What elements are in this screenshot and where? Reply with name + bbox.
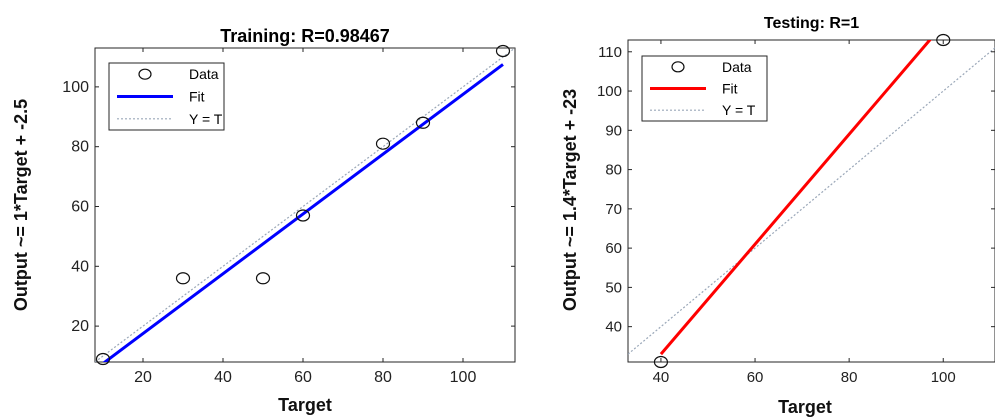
data-point	[653, 355, 669, 369]
y-tick-label: 110	[598, 44, 622, 61]
plot-content	[628, 40, 995, 356]
y-tick-label: 70	[605, 201, 622, 218]
x-tick-label: 40	[653, 369, 670, 386]
x-tick-label: 80	[841, 369, 858, 386]
legend-label: Data	[189, 66, 219, 82]
data-point	[175, 272, 191, 285]
data-point	[375, 137, 391, 150]
x-axis-label: Target	[278, 395, 332, 415]
data-point	[295, 209, 311, 222]
legend-label: Y = T	[189, 111, 223, 127]
data-point	[255, 272, 271, 285]
legend-label: Data	[722, 59, 752, 75]
y-tick-label: 60	[605, 240, 622, 257]
x-tick-label: 60	[747, 369, 764, 386]
y-axis-label: Output ~= 1.4*Target + -23	[560, 89, 580, 311]
y-tick-label: 50	[605, 279, 622, 296]
x-tick-label: 100	[450, 369, 477, 386]
chart-0: 20 40 60 80 100 20 40 60 80 100 Training: R=0.9846…	[11, 26, 516, 415]
chart-1: 40 60 80 100 40 50 60 70 80 90 100 110 Testing: R=1 T…	[560, 15, 995, 417]
legend: Data Fit Y = T	[641, 55, 768, 122]
y-tick-label: 100	[62, 79, 89, 96]
y-tick-label: 40	[605, 319, 622, 336]
legend-data-symbol	[671, 61, 685, 73]
legend: Data Fit Y = T	[108, 62, 225, 131]
data-point	[936, 33, 951, 47]
y-tick-label: 40	[71, 258, 89, 275]
y-axis-label: Output ~= 1*Target + -2.5	[11, 99, 31, 311]
x-tick-label: 40	[214, 369, 232, 386]
y-tick-label: 80	[71, 139, 89, 156]
y-tick-label: 20	[71, 318, 89, 335]
y-tick-label: 100	[597, 83, 622, 100]
y-tick-label: 90	[605, 122, 622, 139]
y-tick-label: 80	[605, 162, 622, 179]
data-point	[495, 44, 511, 58]
identity-line	[95, 48, 515, 362]
x-axis-label: Target	[778, 397, 832, 417]
legend-data-symbol	[138, 68, 152, 80]
chart-title: Testing: R=1	[764, 15, 859, 32]
fit-line	[102, 63, 504, 362]
legend-label: Fit	[189, 89, 205, 105]
x-tick-label: 20	[134, 369, 152, 386]
plot-content	[95, 48, 515, 362]
data-point	[415, 116, 431, 129]
data-point	[95, 352, 111, 366]
x-tick-label: 100	[931, 369, 956, 386]
fit-line	[659, 40, 932, 356]
y-tick-label: 60	[71, 198, 89, 215]
x-tick-label: 80	[374, 369, 392, 386]
legend-label: Fit	[722, 81, 738, 97]
x-tick-label: 60	[294, 369, 312, 386]
chart-title: Training: R=0.98467	[220, 26, 390, 46]
legend-label: Y = T	[722, 102, 756, 118]
